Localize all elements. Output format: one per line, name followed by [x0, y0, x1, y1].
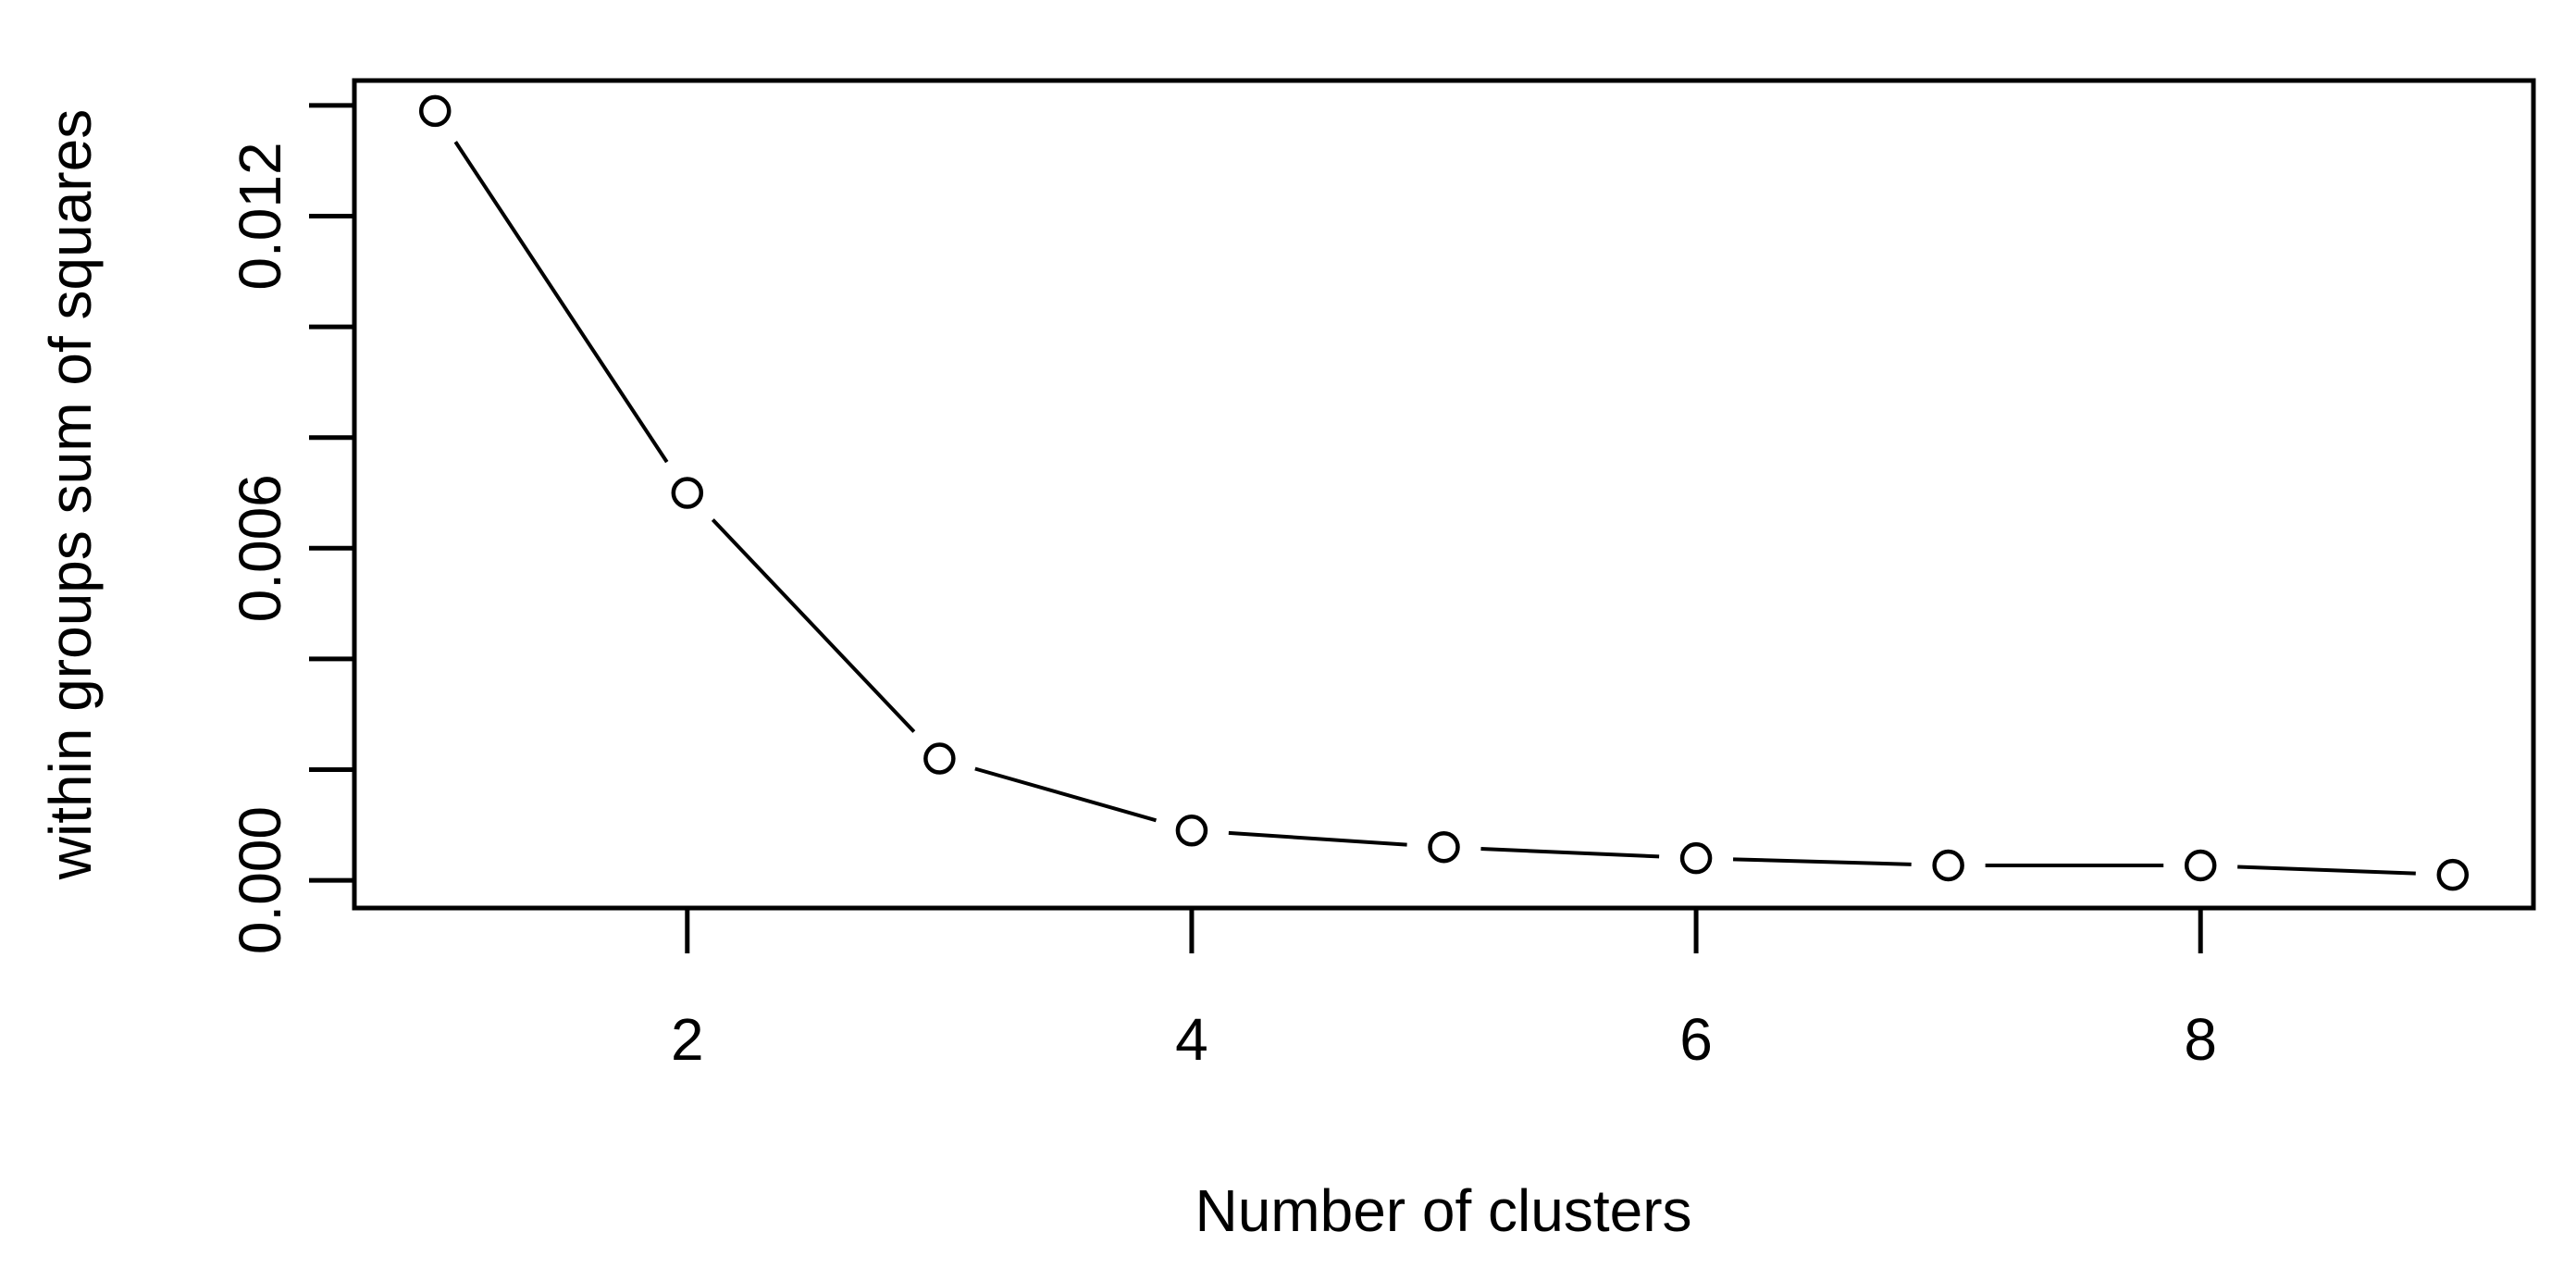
- data-point: [2184, 849, 2217, 882]
- series-segment: [974, 766, 1158, 823]
- y-axis-label: within groups sum of squares: [37, 109, 104, 880]
- plot-box: [352, 78, 2536, 911]
- data-point: [1428, 830, 1460, 864]
- data-point: [671, 477, 704, 509]
- data-point: [1175, 815, 1208, 847]
- y-tick-label: 0.000: [227, 806, 293, 954]
- data-point: [1932, 849, 1964, 882]
- x-tick-label: 6: [1679, 1006, 1713, 1073]
- series-segment: [1732, 857, 1912, 866]
- y-tick-label: 0.006: [227, 474, 293, 622]
- data-point: [2436, 858, 2470, 891]
- series-segment: [1480, 846, 1660, 859]
- data-point: [923, 742, 956, 775]
- data-point: [418, 94, 452, 128]
- series-segment: [1228, 830, 1407, 847]
- series-segment: [453, 141, 669, 464]
- series-segment: [2237, 865, 2416, 876]
- series-segment: [711, 518, 916, 733]
- y-tick-label: 0.012: [227, 142, 293, 290]
- x-tick-label: 8: [2184, 1006, 2217, 1073]
- x-tick-label: 2: [671, 1006, 704, 1073]
- x-axis-label: Number of clusters: [1195, 1177, 1691, 1244]
- data-point: [1679, 841, 1713, 875]
- plot-generated-content: 0.000 0.006 0.012 2 4 6 8: [227, 78, 2536, 1073]
- x-tick-label: 4: [1175, 1006, 1208, 1073]
